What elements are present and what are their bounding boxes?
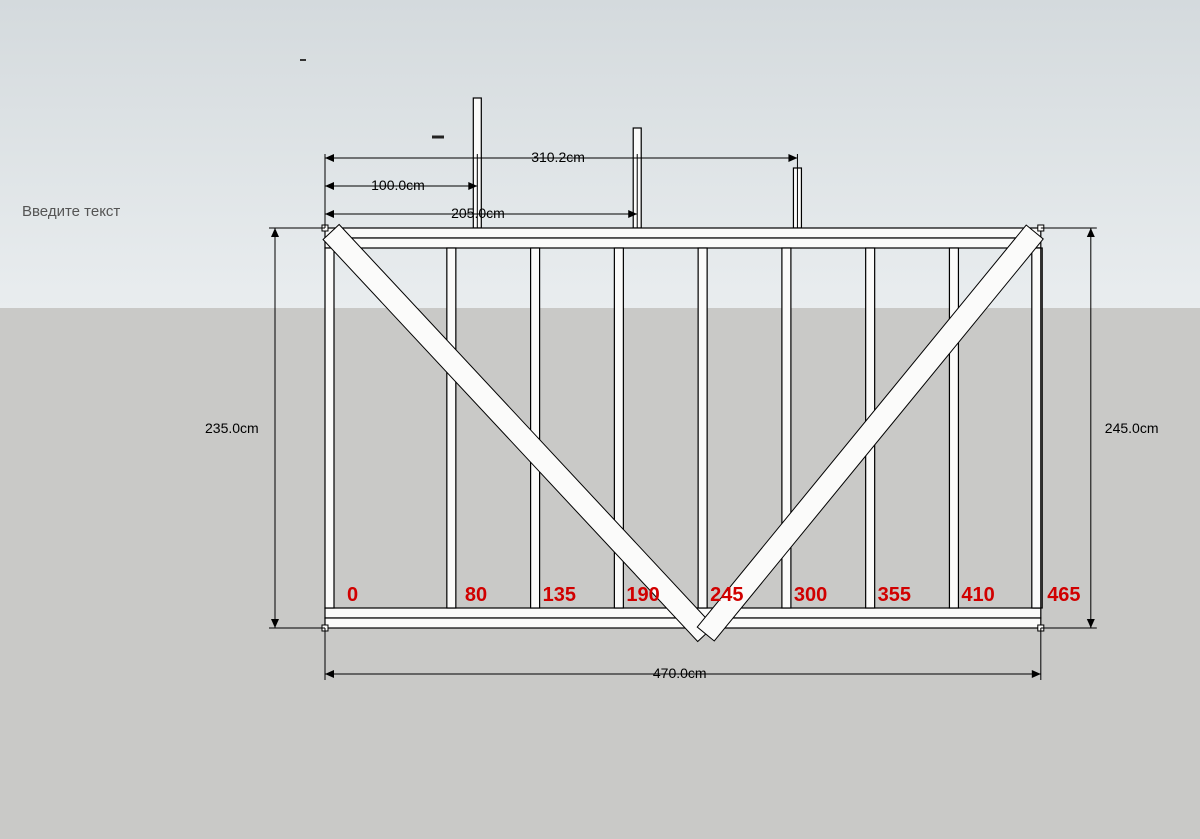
dim-bottom: 470.0cm	[653, 665, 707, 681]
stud-pos-80: 80	[465, 584, 487, 607]
stud-pos-410: 410	[961, 584, 994, 607]
dim-left: 235.0cm	[205, 420, 259, 436]
stud-pos-355: 355	[878, 584, 911, 607]
stud-pos-190: 190	[626, 584, 659, 607]
dim-top-205.0cm: 205.0cm	[451, 205, 505, 221]
stud-pos-245: 245	[710, 584, 743, 607]
stud-pos-135: 135	[543, 584, 576, 607]
stud-pos-300: 300	[794, 584, 827, 607]
dim-top-100.0cm: 100.0cm	[371, 177, 425, 193]
stud-pos-465: 465	[1047, 584, 1080, 607]
diagram-canvas: Введите текст 310.2cm100.0cm205.0cm470.0…	[0, 0, 1200, 839]
dim-right: 245.0cm	[1105, 420, 1159, 436]
stud-pos-0: 0	[347, 584, 358, 607]
dim-top-310.2cm: 310.2cm	[531, 149, 585, 165]
frame-drawing	[0, 0, 1200, 839]
